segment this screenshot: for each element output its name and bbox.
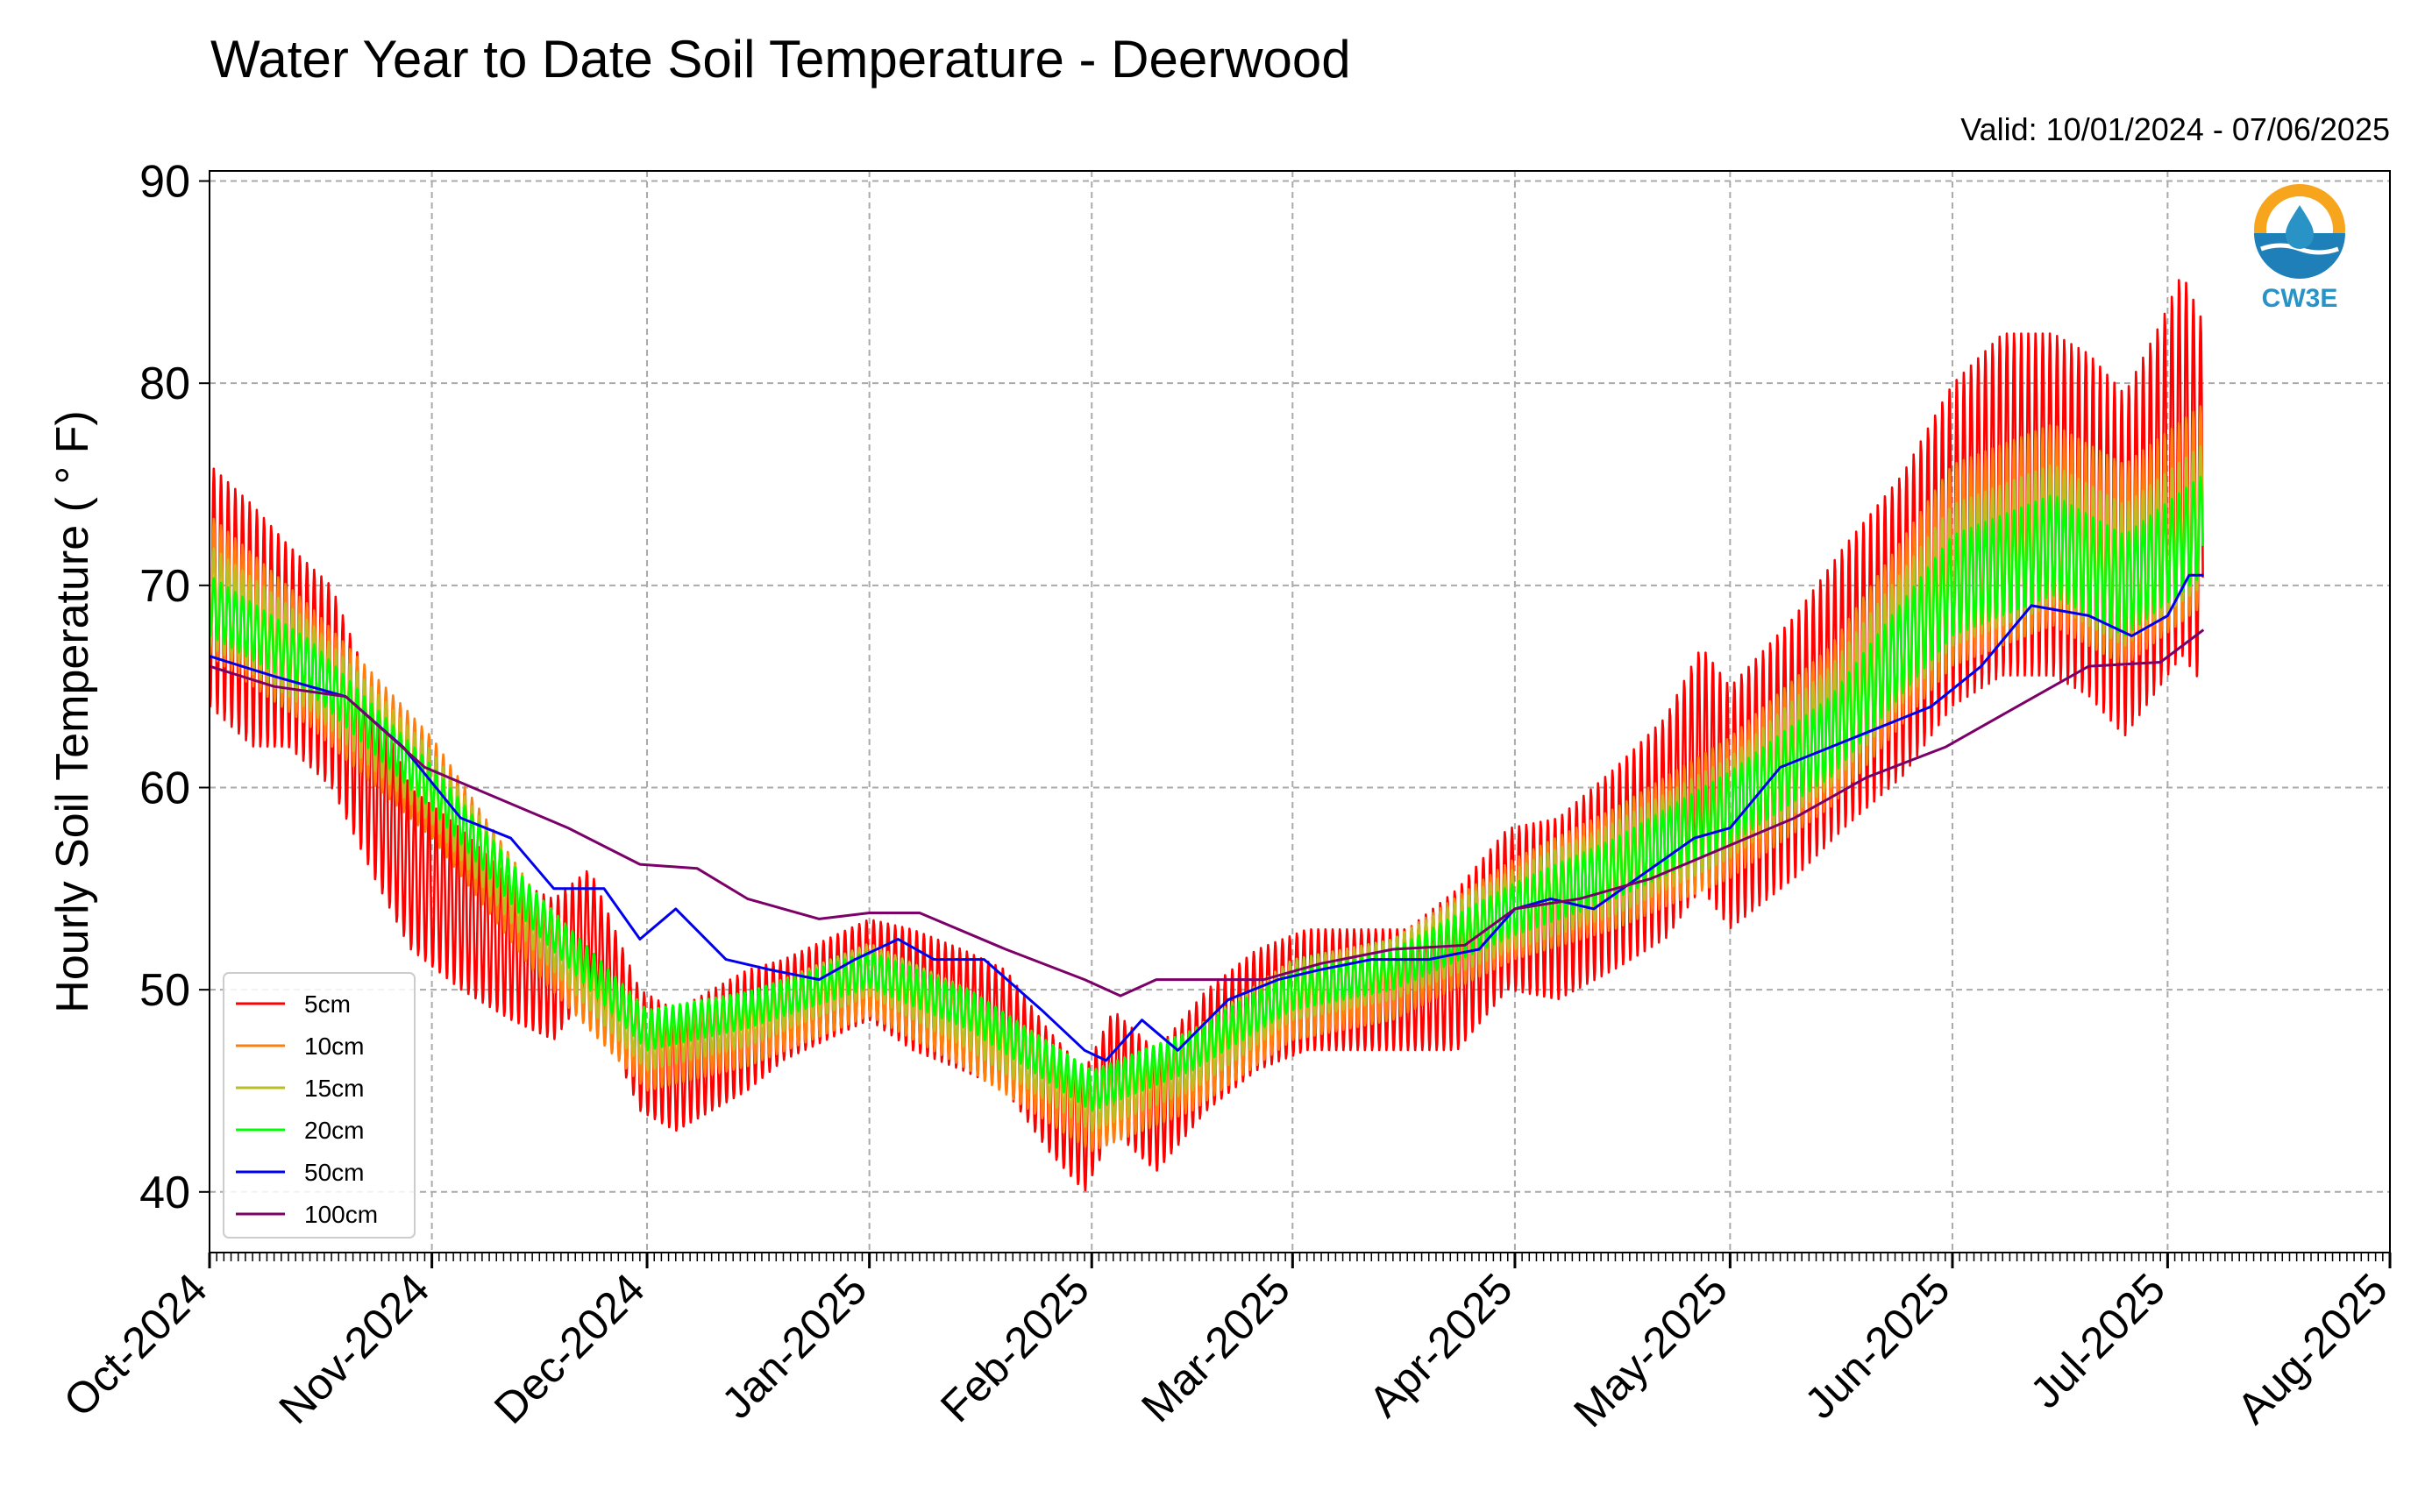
y-tick-label: 70 bbox=[139, 561, 190, 612]
legend: 5cm 10cm 15cm 20cm 50cm 100cm bbox=[223, 972, 416, 1239]
x-tick-label: Dec-2024 bbox=[485, 1264, 654, 1433]
legend-label-5cm: 5cm bbox=[304, 990, 351, 1018]
logo-text: CW3E bbox=[2262, 284, 2338, 313]
x-tick-label: Aug-2025 bbox=[2228, 1264, 2397, 1433]
x-tick-label: Apr-2025 bbox=[1360, 1264, 1522, 1426]
series-line-100cm bbox=[210, 628, 2205, 997]
x-tick-label: May-2025 bbox=[1564, 1264, 1737, 1437]
legend-label-100cm: 100cm bbox=[304, 1201, 378, 1228]
gridlines bbox=[209, 171, 2391, 1253]
y-tick-label: 80 bbox=[139, 358, 190, 409]
cw3e-logo: CW3E bbox=[2254, 184, 2345, 313]
y-axis-label: Hourly Soil Temperature ( ° F) bbox=[47, 410, 98, 1012]
x-tick-label: Jan-2025 bbox=[712, 1264, 876, 1428]
x-tick-label: Oct-2024 bbox=[54, 1264, 217, 1426]
legend-label-15cm: 15cm bbox=[304, 1075, 364, 1102]
plot-frame bbox=[209, 170, 2391, 1253]
valid-range-text: Valid: 10/01/2024 - 07/06/2025 bbox=[1960, 111, 2390, 147]
x-tick-label: Mar-2025 bbox=[1132, 1264, 1299, 1431]
series-line-20cm bbox=[210, 475, 2204, 1112]
series-line-50cm bbox=[210, 573, 2204, 1062]
x-tick-label: Jul-2025 bbox=[2021, 1264, 2174, 1417]
legend-label-20cm: 20cm bbox=[304, 1117, 364, 1144]
y-tick-label: 90 bbox=[139, 157, 190, 208]
y-tick-label: 50 bbox=[139, 965, 190, 1016]
y-tick-label: 40 bbox=[139, 1168, 190, 1218]
series-line-15cm bbox=[210, 445, 2204, 1132]
series-layer bbox=[210, 279, 2205, 1192]
x-minor-ticks bbox=[209, 1253, 2391, 1261]
chart-title: Water Year to Date Soil Temperature - De… bbox=[210, 30, 1351, 89]
x-tick-label: Feb-2025 bbox=[931, 1264, 1099, 1431]
legend-label-10cm: 10cm bbox=[304, 1033, 364, 1060]
y-tick-label: 60 bbox=[139, 763, 190, 813]
legend-label-50cm: 50cm bbox=[304, 1159, 364, 1186]
logo-drop-icon bbox=[2286, 205, 2314, 249]
x-tick-label: Jun-2025 bbox=[1796, 1264, 1959, 1428]
x-tick-label: Nov-2024 bbox=[269, 1264, 438, 1433]
